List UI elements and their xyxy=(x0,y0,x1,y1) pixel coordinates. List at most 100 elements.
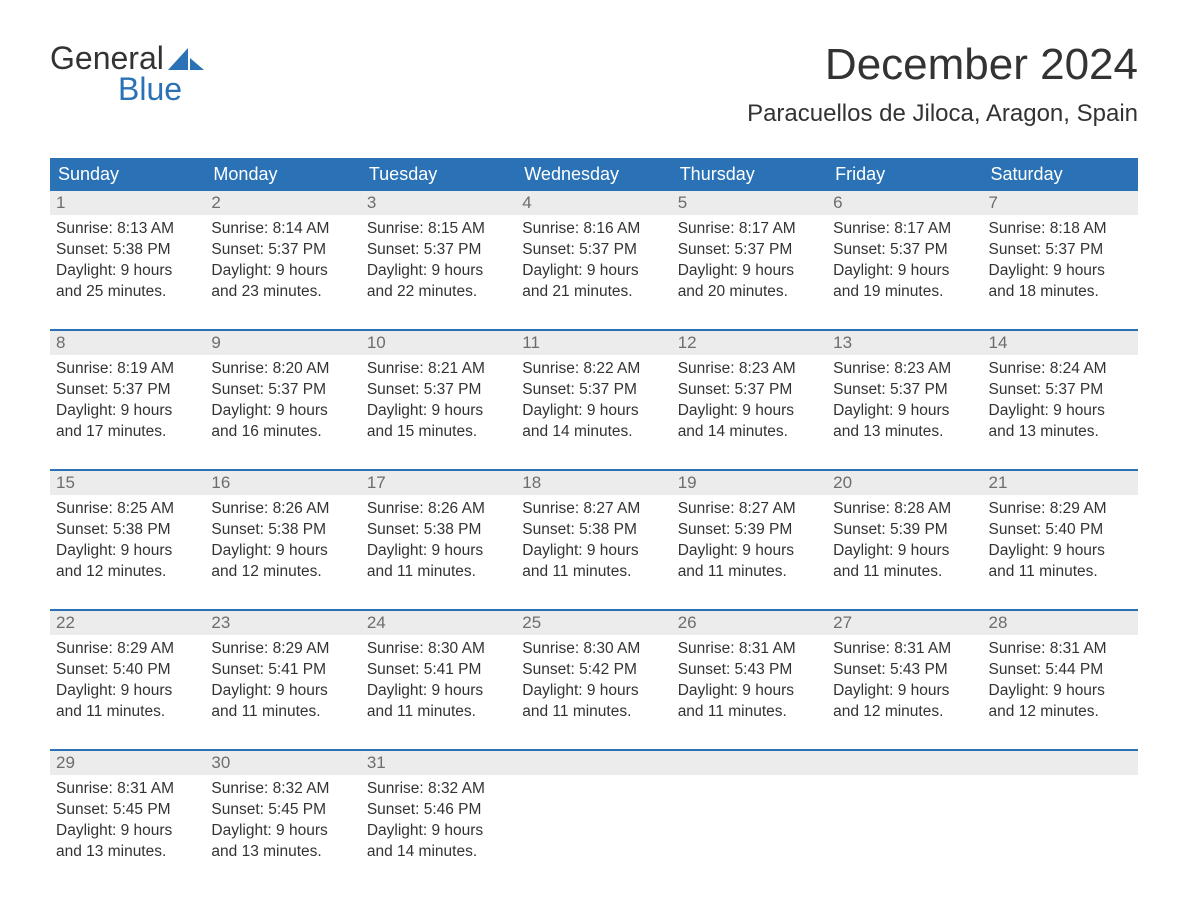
day-number: 16 xyxy=(205,471,360,495)
sunset-line: Sunset: 5:37 PM xyxy=(833,380,976,401)
day-number: 14 xyxy=(983,331,1138,355)
day-cell: 3Sunrise: 8:15 AMSunset: 5:37 PMDaylight… xyxy=(361,191,516,311)
sunset-line: Sunset: 5:45 PM xyxy=(211,800,354,821)
daylight-line1: Daylight: 9 hours xyxy=(56,681,199,702)
sunset-line: Sunset: 5:39 PM xyxy=(678,520,821,541)
daylight-line1: Daylight: 9 hours xyxy=(833,261,976,282)
sunset-line: Sunset: 5:43 PM xyxy=(833,660,976,681)
day-body: Sunrise: 8:29 AMSunset: 5:41 PMDaylight:… xyxy=(205,635,360,729)
day-number: 23 xyxy=(205,611,360,635)
sunrise-line: Sunrise: 8:29 AM xyxy=(56,639,199,660)
week-row: 29Sunrise: 8:31 AMSunset: 5:45 PMDayligh… xyxy=(50,749,1138,871)
daylight-line2: and 20 minutes. xyxy=(678,282,821,303)
sunset-line: Sunset: 5:40 PM xyxy=(56,660,199,681)
day-cell: 14Sunrise: 8:24 AMSunset: 5:37 PMDayligh… xyxy=(983,331,1138,451)
sunset-line: Sunset: 5:38 PM xyxy=(56,520,199,541)
day-cell: 28Sunrise: 8:31 AMSunset: 5:44 PMDayligh… xyxy=(983,611,1138,731)
day-body: Sunrise: 8:24 AMSunset: 5:37 PMDaylight:… xyxy=(983,355,1138,449)
daylight-line2: and 19 minutes. xyxy=(833,282,976,303)
sunset-line: Sunset: 5:38 PM xyxy=(367,520,510,541)
daylight-line2: and 11 minutes. xyxy=(522,702,665,723)
day-cell: 18Sunrise: 8:27 AMSunset: 5:38 PMDayligh… xyxy=(516,471,671,591)
sunrise-line: Sunrise: 8:26 AM xyxy=(367,499,510,520)
sunrise-line: Sunrise: 8:20 AM xyxy=(211,359,354,380)
daylight-line2: and 11 minutes. xyxy=(211,702,354,723)
sunrise-line: Sunrise: 8:21 AM xyxy=(367,359,510,380)
sunrise-line: Sunrise: 8:26 AM xyxy=(211,499,354,520)
daylight-line1: Daylight: 9 hours xyxy=(522,681,665,702)
sunrise-line: Sunrise: 8:30 AM xyxy=(522,639,665,660)
calendar-grid: SundayMondayTuesdayWednesdayThursdayFrid… xyxy=(50,158,1138,871)
location-subtitle: Paracuellos de Jiloca, Aragon, Spain xyxy=(747,100,1138,128)
day-number: 27 xyxy=(827,611,982,635)
sunrise-line: Sunrise: 8:15 AM xyxy=(367,219,510,240)
sunset-line: Sunset: 5:44 PM xyxy=(989,660,1132,681)
daylight-line2: and 12 minutes. xyxy=(833,702,976,723)
day-cell: 24Sunrise: 8:30 AMSunset: 5:41 PMDayligh… xyxy=(361,611,516,731)
day-body: Sunrise: 8:17 AMSunset: 5:37 PMDaylight:… xyxy=(827,215,982,309)
day-cell: 7Sunrise: 8:18 AMSunset: 5:37 PMDaylight… xyxy=(983,191,1138,311)
daylight-line1: Daylight: 9 hours xyxy=(989,541,1132,562)
day-body: Sunrise: 8:22 AMSunset: 5:37 PMDaylight:… xyxy=(516,355,671,449)
daylight-line2: and 12 minutes. xyxy=(56,562,199,583)
daylight-line1: Daylight: 9 hours xyxy=(211,541,354,562)
daylight-line2: and 11 minutes. xyxy=(56,702,199,723)
day-number-empty xyxy=(983,751,1138,775)
sunrise-line: Sunrise: 8:18 AM xyxy=(989,219,1132,240)
daylight-line1: Daylight: 9 hours xyxy=(833,541,976,562)
day-cell: 9Sunrise: 8:20 AMSunset: 5:37 PMDaylight… xyxy=(205,331,360,451)
day-body: Sunrise: 8:31 AMSunset: 5:44 PMDaylight:… xyxy=(983,635,1138,729)
weekday-header: Sunday xyxy=(50,158,205,191)
sunset-line: Sunset: 5:39 PM xyxy=(833,520,976,541)
sunset-line: Sunset: 5:37 PM xyxy=(56,380,199,401)
sunrise-line: Sunrise: 8:13 AM xyxy=(56,219,199,240)
day-cell: 19Sunrise: 8:27 AMSunset: 5:39 PMDayligh… xyxy=(672,471,827,591)
day-number-empty xyxy=(672,751,827,775)
sunset-line: Sunset: 5:37 PM xyxy=(989,380,1132,401)
sunset-line: Sunset: 5:37 PM xyxy=(678,240,821,261)
daylight-line2: and 11 minutes. xyxy=(833,562,976,583)
daylight-line2: and 16 minutes. xyxy=(211,422,354,443)
day-cell: 10Sunrise: 8:21 AMSunset: 5:37 PMDayligh… xyxy=(361,331,516,451)
day-number: 20 xyxy=(827,471,982,495)
weekday-header: Tuesday xyxy=(361,158,516,191)
day-number: 3 xyxy=(361,191,516,215)
day-body: Sunrise: 8:23 AMSunset: 5:37 PMDaylight:… xyxy=(672,355,827,449)
daylight-line2: and 21 minutes. xyxy=(522,282,665,303)
day-number-empty xyxy=(516,751,671,775)
day-body: Sunrise: 8:26 AMSunset: 5:38 PMDaylight:… xyxy=(205,495,360,589)
day-body: Sunrise: 8:30 AMSunset: 5:42 PMDaylight:… xyxy=(516,635,671,729)
daylight-line1: Daylight: 9 hours xyxy=(833,681,976,702)
sunrise-line: Sunrise: 8:31 AM xyxy=(989,639,1132,660)
day-number: 6 xyxy=(827,191,982,215)
daylight-line1: Daylight: 9 hours xyxy=(522,401,665,422)
sail-icon xyxy=(168,46,206,72)
sunrise-line: Sunrise: 8:24 AM xyxy=(989,359,1132,380)
sunrise-line: Sunrise: 8:23 AM xyxy=(833,359,976,380)
daylight-line1: Daylight: 9 hours xyxy=(678,401,821,422)
day-body: Sunrise: 8:26 AMSunset: 5:38 PMDaylight:… xyxy=(361,495,516,589)
day-number: 4 xyxy=(516,191,671,215)
daylight-line1: Daylight: 9 hours xyxy=(211,681,354,702)
day-number: 2 xyxy=(205,191,360,215)
daylight-line2: and 11 minutes. xyxy=(522,562,665,583)
daylight-line2: and 11 minutes. xyxy=(678,702,821,723)
day-cell: 15Sunrise: 8:25 AMSunset: 5:38 PMDayligh… xyxy=(50,471,205,591)
day-cell: 13Sunrise: 8:23 AMSunset: 5:37 PMDayligh… xyxy=(827,331,982,451)
day-cell: 30Sunrise: 8:32 AMSunset: 5:45 PMDayligh… xyxy=(205,751,360,871)
day-body: Sunrise: 8:25 AMSunset: 5:38 PMDaylight:… xyxy=(50,495,205,589)
day-number: 1 xyxy=(50,191,205,215)
day-body: Sunrise: 8:17 AMSunset: 5:37 PMDaylight:… xyxy=(672,215,827,309)
day-cell xyxy=(672,751,827,871)
day-body: Sunrise: 8:23 AMSunset: 5:37 PMDaylight:… xyxy=(827,355,982,449)
sunrise-line: Sunrise: 8:27 AM xyxy=(678,499,821,520)
sunset-line: Sunset: 5:37 PM xyxy=(833,240,976,261)
day-cell: 20Sunrise: 8:28 AMSunset: 5:39 PMDayligh… xyxy=(827,471,982,591)
sunrise-line: Sunrise: 8:23 AM xyxy=(678,359,821,380)
day-body: Sunrise: 8:32 AMSunset: 5:45 PMDaylight:… xyxy=(205,775,360,869)
daylight-line1: Daylight: 9 hours xyxy=(56,541,199,562)
daylight-line1: Daylight: 9 hours xyxy=(989,261,1132,282)
sunrise-line: Sunrise: 8:16 AM xyxy=(522,219,665,240)
sunset-line: Sunset: 5:38 PM xyxy=(56,240,199,261)
day-body: Sunrise: 8:18 AMSunset: 5:37 PMDaylight:… xyxy=(983,215,1138,309)
